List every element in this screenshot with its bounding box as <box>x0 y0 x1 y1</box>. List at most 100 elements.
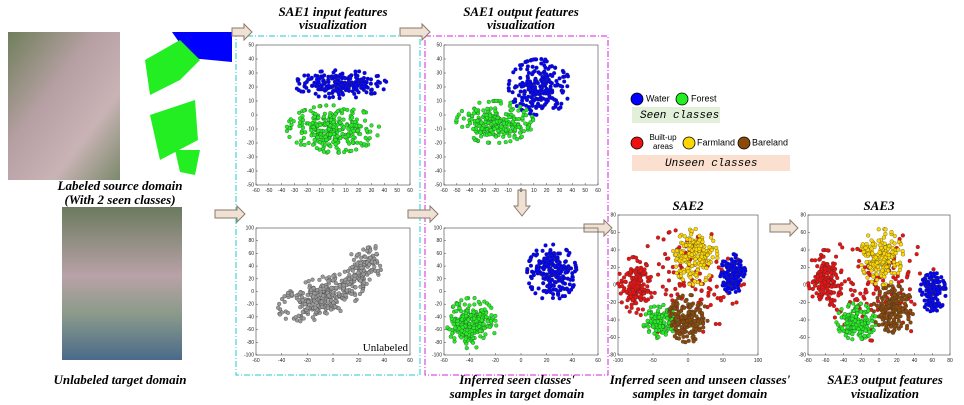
x-tick-label: 60 <box>407 358 413 364</box>
point <box>520 116 524 120</box>
point <box>348 83 352 87</box>
point <box>298 305 302 309</box>
point <box>346 269 350 273</box>
point <box>464 314 468 318</box>
point <box>740 269 744 273</box>
point <box>555 265 559 269</box>
point <box>276 306 280 310</box>
point <box>853 289 857 293</box>
point <box>639 278 643 282</box>
point <box>350 123 354 127</box>
point <box>306 300 310 304</box>
point <box>707 291 711 295</box>
point <box>559 288 563 292</box>
point <box>825 297 829 301</box>
point <box>843 279 847 283</box>
point <box>564 248 568 252</box>
point <box>535 266 539 270</box>
point <box>290 293 294 297</box>
point <box>935 287 939 291</box>
point <box>547 90 551 94</box>
y-tick-label: 20 <box>436 276 442 282</box>
point <box>524 113 528 117</box>
point <box>468 304 472 308</box>
x-tick-label: -20 <box>304 358 311 364</box>
point <box>684 255 688 259</box>
point <box>694 273 698 277</box>
point <box>881 260 885 264</box>
point <box>320 305 324 309</box>
y-tick-label: 30 <box>248 71 254 77</box>
point <box>818 257 822 261</box>
point <box>675 249 679 253</box>
point <box>623 280 627 284</box>
point <box>693 261 697 265</box>
point <box>887 253 891 257</box>
point <box>844 333 848 337</box>
point <box>351 141 355 145</box>
point <box>871 275 875 279</box>
y-tick-label: -50 <box>435 183 442 189</box>
point <box>826 248 830 252</box>
legend-label: Farmland <box>697 137 735 147</box>
panel-title: visualization <box>487 17 555 32</box>
point <box>721 264 725 268</box>
point <box>357 124 361 128</box>
y-tick-label: 0 <box>439 113 442 119</box>
point <box>843 312 847 316</box>
x-tick-label: 20 <box>894 358 900 364</box>
point <box>368 256 372 260</box>
point <box>338 96 342 100</box>
point <box>836 284 840 288</box>
point <box>300 131 304 135</box>
point <box>296 78 300 82</box>
point <box>571 278 575 282</box>
point <box>872 292 876 296</box>
point <box>317 95 321 99</box>
point <box>931 302 935 306</box>
point <box>551 243 555 247</box>
point <box>688 324 692 328</box>
point <box>459 336 463 340</box>
point <box>352 86 356 90</box>
point <box>376 133 380 137</box>
point <box>532 98 536 102</box>
point <box>622 276 626 280</box>
point <box>345 289 349 293</box>
point <box>535 113 539 117</box>
point <box>562 80 566 84</box>
point <box>732 286 736 290</box>
x-tick-label: -60 <box>440 188 447 194</box>
target-photo <box>62 207 182 360</box>
point <box>830 275 834 279</box>
point <box>359 266 363 270</box>
point <box>352 108 356 112</box>
point <box>833 316 837 320</box>
x-tick-label: -50 <box>265 188 272 194</box>
point <box>515 137 519 141</box>
point <box>689 293 693 297</box>
point <box>517 109 521 113</box>
point <box>700 311 704 315</box>
point <box>832 284 836 288</box>
point <box>492 331 496 335</box>
point <box>715 256 719 260</box>
point <box>658 305 662 309</box>
x-tick-label: 20 <box>544 188 550 194</box>
point-cloud <box>446 243 579 350</box>
point <box>870 252 874 256</box>
point <box>626 298 630 302</box>
point <box>864 329 868 333</box>
point <box>726 257 730 261</box>
point <box>810 258 814 262</box>
point <box>326 306 330 310</box>
point <box>353 277 357 281</box>
point <box>847 277 851 281</box>
point <box>643 271 647 275</box>
point <box>541 281 545 285</box>
point <box>927 303 931 307</box>
point <box>940 304 944 308</box>
point <box>829 299 833 303</box>
point <box>334 142 338 146</box>
x-tick-label: -10 <box>317 188 324 194</box>
